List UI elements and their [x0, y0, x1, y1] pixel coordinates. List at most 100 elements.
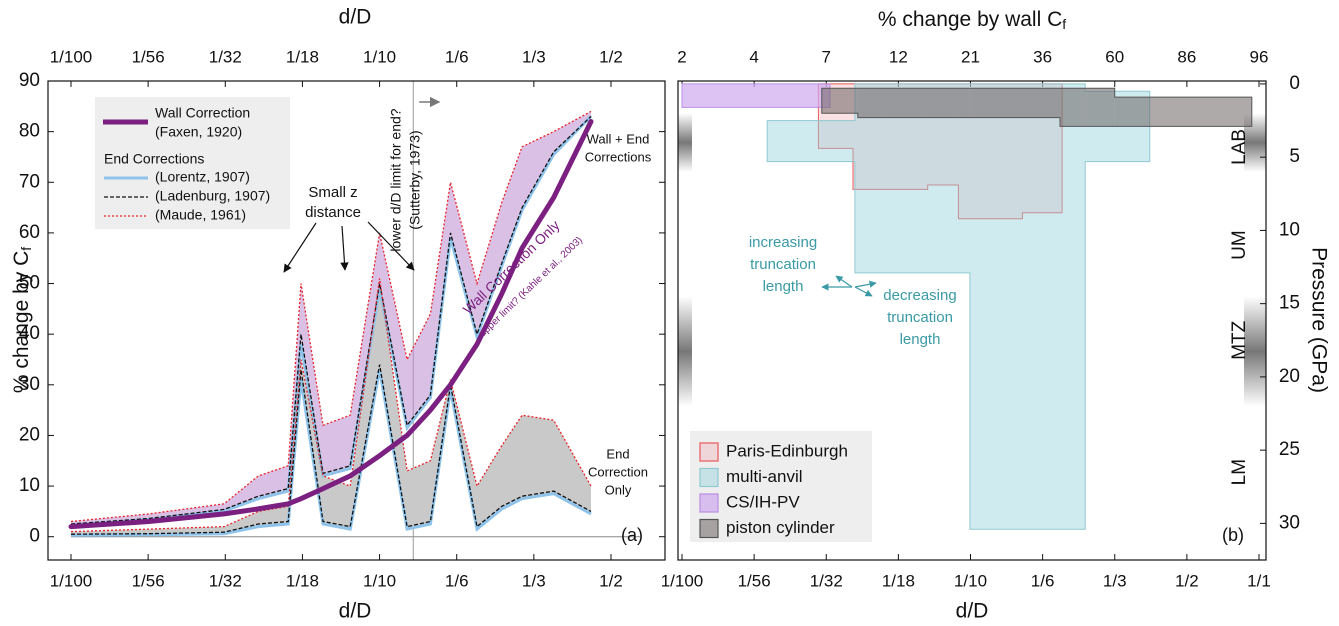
top-x-tick-label: 1/6 — [445, 47, 469, 66]
top-x-tick-label: 36 — [1033, 47, 1052, 66]
y-tick-label: 20 — [19, 424, 40, 445]
top-x-tick-label: 1/10 — [363, 47, 396, 66]
top-x-tick-label: 96 — [1250, 47, 1269, 66]
annotation: increasing — [749, 234, 817, 251]
x-tick-label: 1/18 — [882, 571, 915, 590]
legend-box — [95, 97, 290, 229]
wall-plus-end-band — [71, 111, 591, 526]
x-tick-label: 1/3 — [522, 571, 546, 590]
top-x-tick-label: 86 — [1177, 47, 1196, 66]
legend-swatch — [699, 493, 719, 513]
x-tick-label: 1/56 — [738, 571, 771, 590]
x-tick-label: 1/6 — [1031, 571, 1055, 590]
layer-label: LAB — [1229, 129, 1250, 165]
y-tick-label: 20 — [1279, 366, 1300, 387]
top-x-tick-label: 7 — [822, 47, 831, 66]
y-tick-label: 0 — [1289, 73, 1300, 94]
annotation-arrow — [367, 221, 415, 271]
x-tick-label: 1/100 — [661, 571, 704, 590]
layer-label: LM — [1229, 459, 1250, 485]
range-outline — [821, 87, 1253, 127]
y-tick-label: 5 — [1289, 146, 1300, 167]
y-tick-label: 80 — [19, 121, 40, 142]
annotation-arrow — [854, 280, 877, 288]
legend-swatch — [699, 467, 719, 488]
legend-label: (Faxen, 1920) — [155, 124, 242, 140]
top-x-tick-label: 2 — [677, 47, 686, 66]
top-x-tick-label: 4 — [749, 47, 758, 66]
annotation: (Sutterby, 1973) — [407, 130, 423, 229]
legend-label: (Maude, 1961) — [155, 207, 246, 223]
y-axis-title-sub: f — [18, 247, 34, 251]
annotation: length — [900, 331, 941, 348]
top-x-tick-label: 1/100 — [50, 47, 93, 66]
wall-plus-end-line — [70, 110, 592, 523]
legend-label: Paris-Edinburgh — [726, 441, 848, 460]
range-bin — [1060, 88, 1115, 127]
y-tick-label: 25 — [1279, 439, 1300, 460]
top-x-tick-label: 1/3 — [522, 47, 546, 66]
x-tick-label: 1/32 — [810, 571, 843, 590]
legend-label: piston cylinder — [726, 518, 835, 537]
y-tick-label: 10 — [1279, 219, 1300, 240]
x-axis-title: d/D — [956, 600, 989, 623]
annotation-arrow — [340, 225, 349, 271]
legend-label: multi-anvil — [726, 467, 803, 486]
layer-shading — [1244, 296, 1266, 407]
top-axis-title-sub: f — [1062, 16, 1066, 32]
x-tick-label: 1/32 — [209, 571, 242, 590]
x-tick-label: 1/18 — [286, 571, 319, 590]
top-axis-title: % change by wall Cf — [878, 8, 1066, 32]
end-correction-line — [70, 278, 592, 533]
panel-label: (b) — [1222, 525, 1244, 545]
y-tick-label: 15 — [1279, 293, 1300, 314]
x-tick-label: 1/56 — [132, 571, 165, 590]
annotation: decreasing — [883, 287, 956, 304]
annotation: Wall + End — [587, 131, 650, 146]
y-tick-label: 30 — [1279, 512, 1300, 533]
annotation: End — [606, 446, 629, 461]
layer-shading — [678, 113, 692, 172]
x-tick-label: 1/10 — [954, 571, 987, 590]
x-tick-label: 1/2 — [599, 571, 623, 590]
annotation: truncation — [750, 256, 816, 273]
y-axis-title: Pressure (GPa) — [1307, 247, 1330, 393]
top-x-tick-label: 12 — [889, 47, 908, 66]
x-tick-label: 1/3 — [1103, 571, 1127, 590]
plot-frame — [677, 80, 1267, 561]
y-tick-label: 70 — [19, 171, 40, 192]
annotation: truncation — [887, 309, 953, 326]
x-tick-label: 1/100 — [50, 571, 93, 590]
range-bin — [969, 88, 1061, 118]
annotation: lower d/D limit for end? — [388, 108, 404, 251]
x-tick-label: 1/1 — [1247, 571, 1271, 590]
x-axis-title: d/D — [339, 600, 372, 623]
top-x-tick-label: 1/56 — [132, 47, 165, 66]
legend-swatch — [699, 442, 719, 462]
end-correction-line — [70, 364, 592, 535]
annotation: Correction — [588, 464, 648, 479]
wall-correction-line — [68, 119, 594, 530]
annotation: distance — [305, 204, 361, 221]
y-tick-label: 50 — [19, 273, 40, 294]
layer-label: MTZ — [1229, 320, 1250, 359]
range-bin — [682, 83, 830, 108]
annotation-arrow — [835, 275, 853, 288]
layer-shading — [678, 296, 692, 407]
y-axis-title-main: % change by C — [10, 251, 33, 393]
range-bin — [857, 88, 970, 118]
layer-label: UM — [1229, 230, 1250, 260]
x-tick-label: 1/10 — [363, 571, 396, 590]
x-tick-label: 1/6 — [445, 571, 469, 590]
annotation: length — [763, 278, 804, 295]
legend-heading: Wall Correction — [155, 105, 250, 121]
y-tick-label: 90 — [19, 70, 40, 91]
y-tick-label: 10 — [19, 475, 40, 496]
top-x-tick-label: 1/18 — [286, 47, 319, 66]
y-axis-title: % change by Cf — [10, 247, 34, 393]
top-axis-title-main: % change by wall C — [878, 8, 1062, 31]
annotation: Small z — [308, 184, 357, 201]
range-outline — [766, 83, 1151, 530]
wall-plus-end-line — [70, 115, 592, 525]
